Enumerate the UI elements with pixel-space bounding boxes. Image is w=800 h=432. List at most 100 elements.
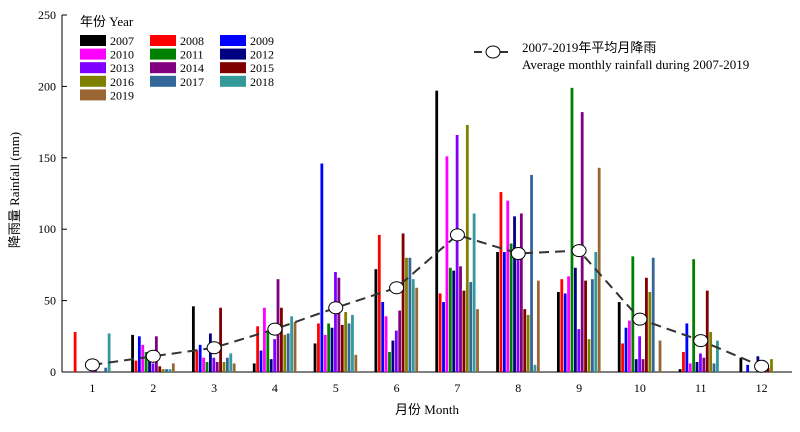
- bar-2007-m2: [131, 334, 134, 372]
- bar-2017-m5: [347, 323, 351, 372]
- bar-2017-m11: [712, 363, 716, 372]
- bar-2009-m8: [502, 252, 506, 372]
- bar-2016-m5: [344, 312, 348, 372]
- bar-2019-m8: [536, 280, 540, 372]
- legend-swatch-2010: [80, 48, 106, 60]
- legend-label-2017: 2017: [180, 75, 204, 89]
- legend-label-2013: 2013: [110, 61, 134, 75]
- bar-2010-m7: [445, 156, 449, 372]
- average-point-m10: [632, 312, 648, 326]
- bar-2007-m12: [739, 357, 743, 372]
- bar-2016-m12: [770, 359, 773, 372]
- bar-2018-m4: [290, 316, 294, 372]
- x-tick-label: 3: [211, 381, 217, 395]
- line-legend-label-en: Average monthly rainfall during 2007-201…: [522, 57, 749, 72]
- legend-swatch-2014: [150, 62, 176, 74]
- bar-2008-m10: [621, 343, 625, 372]
- bar-2013-m5: [334, 272, 337, 372]
- legend-label-2007: 2007: [110, 34, 134, 48]
- average-point-m11: [693, 334, 709, 348]
- legend-label-2018: 2018: [250, 75, 274, 89]
- bar-2012-m9: [573, 267, 577, 372]
- bar-2010-m11: [688, 363, 692, 372]
- legend-swatch-2018: [220, 75, 246, 87]
- bar-2007-m10: [617, 302, 621, 372]
- average-point-m6: [389, 281, 405, 295]
- bar-2014-m6: [398, 310, 402, 372]
- x-tick-label: 10: [634, 381, 646, 395]
- bar-2015-m11: [705, 290, 709, 372]
- x-tick-label: 12: [756, 381, 768, 395]
- bar-2009-m12: [746, 364, 750, 372]
- average-point-m7: [449, 228, 465, 242]
- bar-2012-m7: [452, 270, 456, 372]
- legend-label-2016: 2016: [110, 75, 134, 89]
- legend: 2007 2008 2009 2010 2011 2012 2013 2014 2015 2016…: [80, 34, 512, 102]
- bar-2016-m7: [465, 124, 469, 373]
- y-tick-label: 150: [38, 151, 56, 165]
- bar-2011-m8: [509, 243, 513, 372]
- bar-2011-m10: [631, 256, 635, 372]
- bar-2016-m10: [648, 292, 652, 372]
- legend-swatch-2015: [220, 62, 246, 74]
- bar-2015-m9: [584, 280, 587, 372]
- bar-2009-m10: [624, 327, 628, 372]
- bar-2013-m2: [151, 363, 155, 372]
- bar-2014-m5: [337, 277, 341, 372]
- average-point-m12: [754, 359, 770, 373]
- bar-2009-m3: [198, 344, 202, 372]
- bar-2014-m8: [519, 213, 523, 372]
- bar-2015-m3: [219, 307, 222, 372]
- bar-2011-m4: [266, 332, 270, 372]
- average-point-m8: [510, 246, 526, 260]
- legend-label-2008: 2008: [180, 34, 204, 48]
- bar-2015-m7: [462, 290, 466, 372]
- bar-2010-m8: [506, 200, 510, 372]
- x-axis-label: 月份 Month: [395, 402, 459, 417]
- legend-swatch-2013: [80, 62, 106, 74]
- average-point-m5: [328, 301, 344, 315]
- legend-swatch-2011: [150, 48, 176, 60]
- bar-2012-m4: [269, 359, 273, 372]
- bar-2008-m7: [438, 293, 442, 372]
- bar-2011-m9: [570, 87, 574, 372]
- legend-swatch-2012: [220, 48, 246, 60]
- legend-label-2014: 2014: [180, 61, 204, 75]
- bar-2007-m9: [556, 292, 560, 372]
- line-legend-label: 2007-2019年平均月降雨: [522, 40, 656, 55]
- bar-2008-m5: [317, 323, 320, 372]
- bar-2013-m4: [273, 339, 277, 372]
- bar-2010-m10: [628, 320, 631, 372]
- bar-2019-m3: [232, 363, 236, 372]
- bar-2015-m10: [645, 277, 648, 372]
- bar-2007-m7: [435, 90, 439, 373]
- bar-2009-m5: [320, 163, 324, 372]
- bar-2015-m6: [401, 233, 405, 372]
- bar-2019-m10: [658, 340, 662, 372]
- x-tick-label: 1: [89, 381, 95, 395]
- bar-2018-m11: [716, 340, 719, 372]
- bar-2007-m8: [496, 252, 499, 372]
- bar-2008-m4: [256, 326, 260, 372]
- bar-2011-m5: [327, 323, 331, 372]
- bar-2008-m11: [682, 352, 685, 372]
- bar-2016-m6: [405, 257, 408, 372]
- bar-2018-m6: [411, 279, 415, 372]
- bar-2014-m11: [702, 357, 706, 372]
- bar-2018-m1: [107, 333, 111, 372]
- bar-2019-m2: [171, 363, 175, 372]
- bar-2010-m6: [384, 316, 388, 372]
- bar-2011-m2: [144, 352, 148, 372]
- bar-2012-m11: [695, 362, 699, 372]
- bar-2019-m6: [415, 287, 419, 372]
- bar-2012-m5: [330, 327, 334, 372]
- bar-2015-m2: [158, 366, 162, 372]
- average-point-m9: [571, 244, 587, 258]
- bar-2013-m8: [516, 254, 520, 372]
- legend-label-2010: 2010: [110, 48, 134, 62]
- bar-2009-m11: [685, 323, 689, 372]
- bar-2008-m3: [195, 350, 199, 372]
- bar-2013-m11: [699, 353, 702, 372]
- x-tick-label: 5: [333, 381, 339, 395]
